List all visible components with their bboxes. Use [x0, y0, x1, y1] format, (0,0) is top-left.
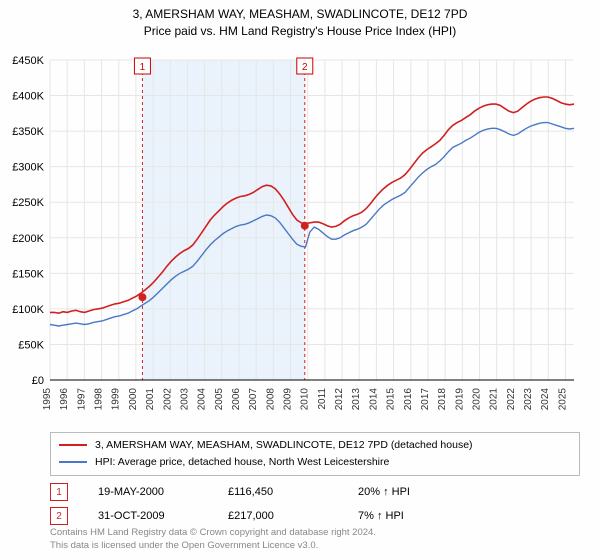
line-chart: £0£50K£100K£150K£200K£250K£300K£350K£400…: [50, 56, 580, 414]
event-price-1: £116,450: [228, 486, 328, 498]
svg-text:2023: 2023: [523, 388, 534, 411]
svg-text:2012: 2012: [334, 388, 345, 411]
svg-text:2022: 2022: [506, 388, 517, 411]
svg-text:2005: 2005: [214, 388, 225, 411]
svg-text:2015: 2015: [386, 388, 397, 411]
svg-text:2000: 2000: [128, 388, 139, 411]
svg-text:1998: 1998: [94, 388, 105, 411]
svg-text:2002: 2002: [162, 388, 173, 411]
svg-text:1999: 1999: [111, 388, 122, 411]
event-delta-2: 7% ↑ HPI: [358, 510, 458, 522]
svg-text:2010: 2010: [300, 388, 311, 411]
event-row-1: 1 19-MAY-2000 £116,450 20% ↑ HPI: [50, 483, 580, 501]
svg-text:£100K: £100K: [12, 304, 44, 316]
svg-text:£250K: £250K: [12, 197, 44, 209]
svg-text:2016: 2016: [403, 388, 414, 411]
svg-text:£150K: £150K: [12, 268, 44, 280]
svg-text:2020: 2020: [472, 388, 483, 411]
footer-line-2: This data is licensed under the Open Gov…: [50, 540, 376, 552]
svg-text:2003: 2003: [179, 388, 190, 411]
svg-text:£300K: £300K: [12, 162, 44, 174]
svg-text:2025: 2025: [557, 388, 568, 411]
svg-text:2004: 2004: [197, 388, 208, 411]
svg-text:2019: 2019: [454, 388, 465, 411]
event-date-1: 19-MAY-2000: [98, 486, 198, 498]
svg-text:1996: 1996: [59, 388, 70, 411]
title-line1: 3, AMERSHAM WAY, MEASHAM, SWADLINCOTE, D…: [0, 6, 600, 23]
svg-text:2011: 2011: [317, 388, 328, 410]
svg-text:2008: 2008: [265, 388, 276, 411]
event-date-2: 31-OCT-2009: [98, 510, 198, 522]
legend-row-2: HPI: Average price, detached house, Nort…: [59, 454, 571, 471]
svg-text:1995: 1995: [42, 388, 53, 411]
legend-swatch-1: [59, 444, 87, 446]
legend-label-2: HPI: Average price, detached house, Nort…: [95, 454, 389, 471]
footer-line-1: Contains HM Land Registry data © Crown c…: [50, 527, 376, 539]
svg-text:2021: 2021: [489, 388, 500, 411]
svg-text:2001: 2001: [145, 388, 156, 411]
svg-text:£450K: £450K: [12, 56, 44, 67]
title-line2: Price paid vs. HM Land Registry's House …: [0, 23, 600, 40]
svg-text:2009: 2009: [283, 388, 294, 411]
svg-text:2018: 2018: [437, 388, 448, 411]
legend-label-1: 3, AMERSHAM WAY, MEASHAM, SWADLINCOTE, D…: [95, 437, 473, 454]
legend-row-1: 3, AMERSHAM WAY, MEASHAM, SWADLINCOTE, D…: [59, 437, 571, 454]
svg-text:2017: 2017: [420, 388, 431, 411]
svg-text:2024: 2024: [540, 388, 551, 411]
svg-text:£0: £0: [32, 375, 44, 387]
legend-box: 3, AMERSHAM WAY, MEASHAM, SWADLINCOTE, D…: [50, 432, 580, 476]
svg-text:£200K: £200K: [12, 233, 44, 245]
svg-text:2007: 2007: [248, 388, 259, 411]
svg-text:1997: 1997: [76, 388, 87, 411]
svg-text:£50K: £50K: [18, 339, 44, 351]
event-marker-1: 1: [50, 483, 68, 501]
footer: Contains HM Land Registry data © Crown c…: [50, 527, 376, 552]
event-marker-2: 2: [50, 507, 68, 525]
svg-text:2014: 2014: [368, 388, 379, 411]
event-price-2: £217,000: [228, 510, 328, 522]
svg-text:£350K: £350K: [12, 126, 44, 138]
event-row-2: 2 31-OCT-2009 £217,000 7% ↑ HPI: [50, 507, 580, 525]
event-delta-1: 20% ↑ HPI: [358, 486, 458, 498]
legend-swatch-2: [59, 461, 87, 463]
svg-text:2: 2: [302, 62, 308, 73]
svg-text:2013: 2013: [351, 388, 362, 411]
event-table: 1 19-MAY-2000 £116,450 20% ↑ HPI 2 31-OC…: [50, 477, 580, 525]
svg-text:1: 1: [140, 62, 146, 73]
svg-text:£400K: £400K: [12, 91, 44, 103]
svg-text:2006: 2006: [231, 388, 242, 411]
